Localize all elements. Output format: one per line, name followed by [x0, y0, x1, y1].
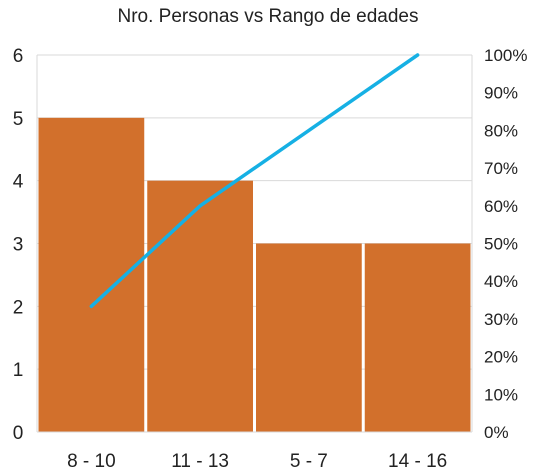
y-right-tick-label: 0% — [484, 423, 509, 442]
y-left-tick-label: 4 — [13, 172, 24, 193]
y-left-tick-label: 0 — [13, 423, 24, 444]
y-right-tick-label: 40% — [484, 272, 518, 291]
cumulative-line — [89, 53, 420, 309]
y-right-tick-label: 20% — [484, 348, 518, 367]
y-right-tick-label: 80% — [484, 121, 518, 140]
y-left-tick-label: 5 — [13, 109, 24, 130]
y-right-tick-label: 70% — [484, 159, 518, 178]
y-right-tick-label: 60% — [484, 197, 518, 216]
chart-title: Nro. Personas vs Rango de edades — [117, 6, 419, 27]
y-right-tick-label: 100% — [484, 46, 527, 65]
x-category-label: 14 - 16 — [388, 451, 447, 472]
bar-1 — [38, 117, 145, 432]
y-left-tick-label: 6 — [13, 46, 24, 67]
y-right-tick-label: 90% — [484, 84, 518, 103]
y-left-tick-label: 1 — [13, 360, 24, 381]
bar-4 — [364, 243, 471, 432]
bar-2 — [147, 180, 253, 432]
y-right-tick-label: 30% — [484, 310, 518, 329]
x-category-label: 11 - 13 — [171, 451, 229, 472]
x-category-label: 5 - 7 — [290, 451, 328, 472]
y-left-tick-label: 3 — [13, 235, 24, 256]
y-right-tick-label: 50% — [484, 235, 518, 254]
y-right-tick-label: 10% — [484, 385, 518, 404]
x-category-label: 8 - 10 — [67, 451, 116, 472]
bar-3 — [256, 243, 362, 432]
y-left-tick-label: 2 — [13, 297, 24, 318]
